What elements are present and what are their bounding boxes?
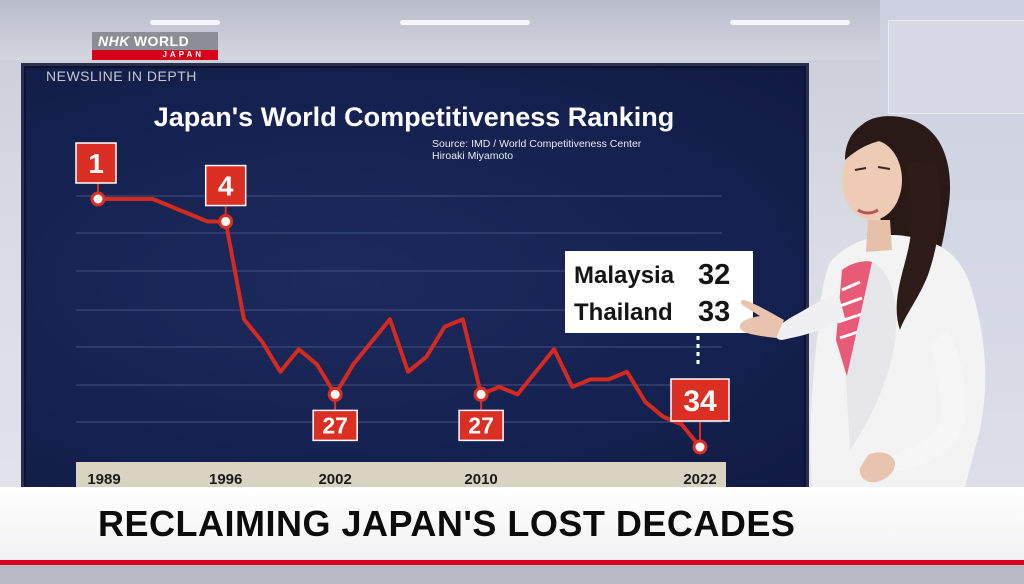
annotation-rank-2: 33 (698, 296, 730, 328)
point-labels: 1 4 27 27 34 (75, 142, 730, 455)
logo-world-text: WORLD (133, 33, 190, 49)
broadcaster-logo: NHK WORLD JAPAN (92, 32, 218, 60)
ceiling-light (730, 20, 850, 25)
point-label: 27 (322, 412, 348, 438)
x-axis-ticks: 1989 1996 2002 2010 2022 (87, 471, 716, 488)
program-label: NEWSLINE IN DEPTH (46, 68, 197, 84)
point-label-box (312, 409, 358, 442)
chart-source: Source: IMD / World Competitiveness Cent… (432, 138, 642, 150)
point-label-box (75, 142, 117, 184)
point-label: 1 (88, 148, 104, 179)
headline: RECLAIMING JAPAN'S LOST DECADES (98, 503, 796, 544)
logo-japan-text: JAPAN (92, 50, 218, 60)
studio-wall-panel (888, 20, 1024, 114)
x-tick-label: 2010 (464, 471, 497, 488)
data-point-marker (327, 386, 343, 402)
x-tick-label: 2002 (318, 471, 351, 488)
lower-third-base (0, 565, 1024, 584)
chart-series (98, 197, 702, 449)
lower-third-accent (0, 560, 1024, 565)
annotation-box (565, 251, 753, 333)
chart-source-author: Hiroaki Miyamoto (432, 150, 513, 162)
point-label: 4 (218, 171, 234, 202)
point-label-box (204, 164, 247, 207)
chart-title: Japan's World Competitiveness Ranking (154, 102, 675, 132)
x-tick-label: 1989 (87, 471, 120, 488)
ceiling-light (150, 20, 220, 25)
point-label-box (458, 409, 504, 442)
chart-axis-strip (76, 462, 726, 490)
point-label: 34 (683, 385, 717, 418)
data-point-marker (218, 214, 234, 230)
annotation-country-1: Malaysia (574, 262, 675, 289)
logo-nhk-text: NHK (98, 33, 130, 49)
point-label: 27 (468, 412, 494, 438)
point-label-box (670, 378, 730, 422)
lower-third (0, 487, 1024, 565)
ceiling-light (400, 20, 530, 25)
x-tick-label: 1996 (209, 471, 242, 488)
data-point-marker (90, 191, 106, 207)
annotation-rank-1: 32 (698, 259, 730, 291)
annotation-country-2: Thailand (574, 299, 673, 326)
series-line (98, 197, 702, 449)
data-point-marker (692, 439, 708, 455)
x-tick-label: 2022 (683, 471, 716, 488)
data-point-marker (473, 386, 489, 402)
